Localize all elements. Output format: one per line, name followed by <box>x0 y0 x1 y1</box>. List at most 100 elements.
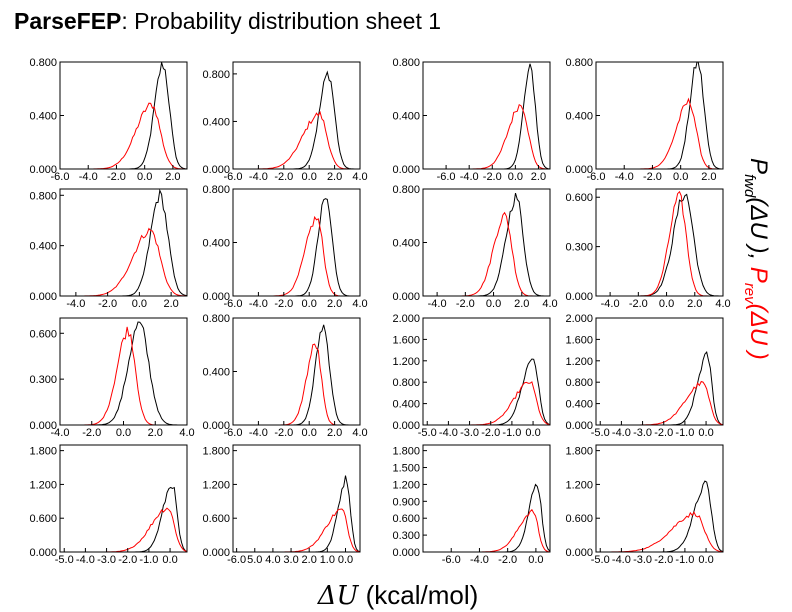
x-tick-label: -2.0 <box>82 427 101 439</box>
y-tick-label: 1.600 <box>565 334 593 346</box>
series-forward-line <box>60 486 187 552</box>
x-tick-label: 0.0 <box>698 427 713 439</box>
panel-6: 0.000 0.400 0.800 -6.0 -4.0 -2.0 0.0 2.0 4.0 <box>202 184 367 310</box>
y-tick-label: 0.000 <box>29 164 57 176</box>
series-reverse-line <box>596 511 723 552</box>
x-tick-label: -6.0 <box>224 298 243 310</box>
y-tick-label: 0.800 <box>392 184 420 196</box>
x-tick-label: 1.0 <box>320 554 335 566</box>
series-forward-line <box>60 321 187 425</box>
y-tick-label: 0.400 <box>29 111 57 123</box>
y-label-rev-p: P <box>745 267 772 283</box>
series-reverse-line <box>423 508 550 552</box>
x-tick-label: -4.0 <box>79 171 98 183</box>
x-axis-label: ΔU (kcal/mol) <box>317 580 479 611</box>
y-axis-label: Pfwd(ΔU ), Prev(ΔU ) <box>741 158 772 360</box>
x-tick-label: -2.0 <box>643 171 662 183</box>
x-tick-label: -1.0 <box>139 554 158 566</box>
y-tick-label: 0.000 <box>392 164 420 176</box>
y-tick-label: 0.000 <box>565 291 593 303</box>
panel-9: 0.000 0.300 0.600 -4.0 -2.0 0.0 2.0 4.0 <box>29 317 195 439</box>
series-reverse-line <box>596 190 723 296</box>
panel-5: 0.000 0.400 0.800 -4.0 -2.0 0.0 2.0 <box>29 188 188 310</box>
panel-frame <box>595 188 724 297</box>
x-tick-label: -3.0 <box>633 427 652 439</box>
x-tick-label: 4.0 <box>542 298 557 310</box>
y-tick-label: 0.000 <box>565 420 593 432</box>
x-tick-label: -2.0 <box>498 554 517 566</box>
panel-4: 0.000 0.400 0.800 -6.0 -4.0 -2.0 0.0 2.0 <box>565 57 724 183</box>
x-tick-label: -4.0 <box>66 298 85 310</box>
y-tick-label: 1.200 <box>202 479 230 491</box>
y-tick-label: 0.400 <box>392 111 420 123</box>
panel-frame <box>59 317 188 426</box>
y-tick-label: 0.400 <box>565 399 593 411</box>
x-tick-label: -6.0 <box>224 171 243 183</box>
x-tick-label: -2.0 <box>483 171 502 183</box>
y-tick-label: 0.400 <box>202 367 230 379</box>
x-tick-label: 4.0 <box>352 427 367 439</box>
y-tick-label: 0.400 <box>202 238 230 250</box>
x-tick-label: 0.0 <box>116 427 131 439</box>
y-tick-label: 0.000 <box>202 420 230 432</box>
chart-title-rest: : Probability distribution sheet 1 <box>121 8 442 34</box>
series-reverse-line <box>60 326 187 425</box>
x-tick-label: 2.0 <box>148 427 163 439</box>
panel-16: 0.000 0.600 1.200 1.800 -5.0 -4.0 -3.0 -2.0 -1.0… <box>565 444 724 566</box>
series-forward-line <box>233 198 360 296</box>
x-tick-label: 0.0 <box>302 298 317 310</box>
x-tick-label: 0.0 <box>486 298 501 310</box>
x-tick-label: -2.0 <box>274 298 293 310</box>
x-tick-label: 2.0 <box>701 171 716 183</box>
y-label-rev-arg: (ΔU ) <box>745 304 772 360</box>
y-tick-label: 0.000 <box>202 164 230 176</box>
series-reverse-line <box>596 97 723 169</box>
panel-frame <box>59 444 188 553</box>
x-tick-label: -1.0 <box>502 427 521 439</box>
series-reverse-line <box>60 227 187 296</box>
panel-frame <box>59 61 188 170</box>
x-tick-label: 2.0 <box>165 171 180 183</box>
x-tick-label: 2.0 <box>687 298 702 310</box>
series-forward-line <box>423 358 550 425</box>
x-tick-label: -2.0 <box>274 427 293 439</box>
y-tick-label: 1.800 <box>29 446 57 458</box>
x-tick-label: -4.0 <box>601 298 620 310</box>
x-tick-label: 0.0 <box>302 171 317 183</box>
x-tick-label: -6.0 <box>437 171 456 183</box>
series-forward-line <box>233 324 360 425</box>
panel-frame <box>422 317 551 426</box>
x-tick-label: 3.0 <box>283 554 298 566</box>
y-label-fwd-sub: fwd <box>741 174 758 198</box>
y-tick-label: 1.800 <box>202 446 230 458</box>
x-tick-label: -3.0 <box>97 554 116 566</box>
y-tick-label: 1.600 <box>392 334 420 346</box>
x-tick-label: 0.0 <box>338 554 353 566</box>
x-tick-label: -5.0 <box>591 427 610 439</box>
x-tick-label: 5.0 <box>247 554 262 566</box>
x-tick-label: 2.0 <box>514 298 529 310</box>
y-tick-label: 0.000 <box>392 547 420 559</box>
panel-frame <box>422 188 551 297</box>
x-tick-label: -1.0 <box>675 427 694 439</box>
x-tick-label: -4.0 <box>76 554 95 566</box>
x-tick-label: -4.0 <box>612 554 631 566</box>
x-tick-label: 4.0 <box>715 298 730 310</box>
y-tick-label: 0.800 <box>29 190 57 202</box>
panel-8: 0.000 0.300 0.600 -4.0 -2.0 0.0 2.0 4.0 <box>565 188 731 310</box>
series-forward-line <box>233 70 360 169</box>
panel-15: 0.0000.3000.6000.9001.2001.5001.800-6.0-… <box>392 444 551 566</box>
y-label-rev-sub: rev <box>741 283 758 305</box>
y-tick-label: 0.600 <box>29 513 57 525</box>
y-label-fwd-p: P <box>745 158 772 174</box>
panel-14: 0.000 0.600 1.200 1.800 -6.0 5.0 4.0 3.0 2.0 1.0 0… <box>202 444 361 566</box>
x-tick-label: -6.0 <box>587 171 606 183</box>
y-tick-label: 1.200 <box>565 356 593 368</box>
x-tick-label: -4.0 <box>428 298 447 310</box>
x-tick-label: 2.0 <box>302 554 317 566</box>
x-tick-label: -2.0 <box>629 298 648 310</box>
y-tick-label: 2.000 <box>565 313 593 325</box>
y-tick-label: 0.600 <box>29 328 57 340</box>
x-tick-label: -2.0 <box>107 171 126 183</box>
